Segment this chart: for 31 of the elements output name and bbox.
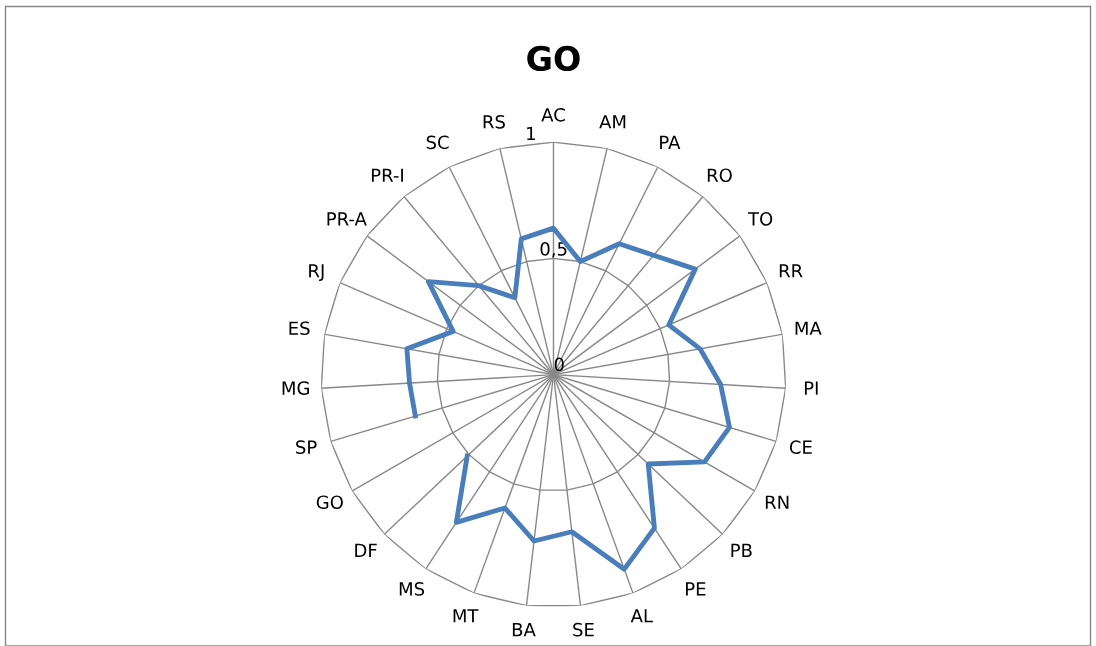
spoke-label: ES [289, 321, 310, 336]
spoke-label: AL [630, 609, 653, 623]
spoke-label: RN [765, 495, 789, 509]
spoke-label: RO [707, 168, 732, 183]
spoke-label: PA [660, 135, 681, 149]
spoke-label: SE [573, 622, 594, 637]
spoke-label: TO [747, 212, 773, 226]
spoke-label: BA [512, 623, 536, 637]
spoke-label: RS [483, 114, 505, 129]
spoke-label: AC [541, 108, 565, 122]
chart-title: GO [527, 45, 580, 72]
spoke-label: MA [795, 321, 822, 335]
spoke-label: PE [686, 582, 706, 596]
spoke-label: MG [282, 381, 309, 395]
spoke-label: MT [453, 609, 479, 623]
spoke-label: DF [355, 543, 377, 557]
spoke-label: PR-A [327, 212, 367, 226]
spoke-label: PI [804, 381, 818, 395]
spoke-label: SP [296, 440, 317, 454]
spoke-label: GO [316, 495, 343, 510]
spoke-label: PR-I [371, 168, 403, 182]
spoke-label: MS [399, 582, 425, 596]
y-tick-label: 0,5 [540, 242, 567, 258]
spoke-label: SC [426, 135, 449, 150]
spoke-label: RJ [309, 264, 324, 281]
spoke-label: AM [599, 115, 626, 129]
y-tick-label: 1 [527, 126, 535, 141]
spoke-label: RR [779, 264, 803, 278]
spoke-label: PB [731, 543, 752, 557]
spoke-label: CE [789, 440, 812, 454]
y-tick-label: 0 [554, 357, 564, 372]
